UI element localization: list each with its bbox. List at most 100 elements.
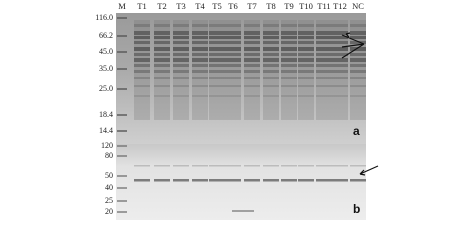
protein-band bbox=[332, 31, 348, 35]
protein-band bbox=[134, 53, 150, 56]
protein-band bbox=[332, 41, 348, 44]
lane-label: T7 bbox=[247, 1, 256, 11]
protein-band bbox=[281, 41, 297, 44]
lane-smear bbox=[281, 20, 297, 120]
protein-band bbox=[244, 53, 260, 56]
protein-band bbox=[173, 77, 189, 79]
protein-band bbox=[192, 85, 208, 87]
protein-band bbox=[134, 70, 150, 73]
gel-panel-b bbox=[116, 144, 366, 220]
protein-band bbox=[209, 77, 225, 79]
protein-band bbox=[263, 24, 279, 27]
protein-band bbox=[350, 95, 366, 97]
marker-label: 20 bbox=[105, 207, 113, 216]
protein-band bbox=[173, 24, 189, 27]
ladder-band bbox=[117, 155, 127, 157]
protein-band bbox=[316, 36, 332, 39]
protein-band bbox=[263, 41, 279, 44]
protein-band bbox=[192, 179, 208, 182]
protein-band bbox=[154, 53, 170, 56]
lane-label: T9 bbox=[284, 1, 293, 11]
ladder-band bbox=[117, 68, 127, 70]
protein-band bbox=[192, 95, 208, 97]
protein-band bbox=[209, 95, 225, 97]
lane-label: M bbox=[118, 1, 126, 11]
protein-band bbox=[154, 165, 170, 167]
protein-band bbox=[225, 85, 241, 87]
protein-band bbox=[350, 165, 366, 167]
page: {"lanes":["M","T1","T2","T3","T4","T5","… bbox=[95, 0, 379, 220]
protein-band bbox=[173, 41, 189, 44]
protein-band bbox=[173, 70, 189, 73]
lane-label: T5 bbox=[212, 1, 221, 11]
protein-band bbox=[316, 47, 332, 51]
protein-band bbox=[173, 53, 189, 56]
protein-band bbox=[225, 165, 241, 167]
marker-label: 45.0 bbox=[99, 47, 113, 56]
protein-band bbox=[316, 165, 332, 167]
ladder-band bbox=[117, 17, 127, 19]
ladder-band bbox=[117, 35, 127, 37]
protein-band bbox=[244, 58, 260, 62]
protein-band bbox=[263, 77, 279, 79]
arrow-a bbox=[341, 34, 365, 59]
protein-band bbox=[244, 77, 260, 79]
lane-labels: M T1 T2 T3 T4 T5 T6 T7 T8 T9 T10 T11 T12 NC bbox=[118, 1, 364, 11]
marker-label: 25.0 bbox=[99, 84, 113, 93]
protein-band bbox=[173, 64, 189, 67]
marker-label: 80 bbox=[105, 151, 113, 160]
protein-band bbox=[298, 36, 314, 39]
protein-band bbox=[263, 47, 279, 51]
lane-label: T11 bbox=[317, 1, 330, 11]
protein-band bbox=[332, 58, 348, 62]
protein-band bbox=[350, 53, 366, 56]
protein-band bbox=[316, 179, 332, 182]
protein-band bbox=[263, 36, 279, 39]
protein-band bbox=[332, 95, 348, 97]
protein-band bbox=[209, 64, 225, 67]
protein-band bbox=[281, 95, 297, 97]
protein-band bbox=[192, 41, 208, 44]
protein-band bbox=[298, 47, 314, 51]
protein-band bbox=[225, 64, 241, 67]
protein-band bbox=[281, 85, 297, 87]
protein-band bbox=[244, 36, 260, 39]
protein-band bbox=[134, 47, 150, 51]
protein-band bbox=[134, 77, 150, 79]
protein-band bbox=[244, 179, 260, 182]
protein-band bbox=[244, 70, 260, 73]
protein-band bbox=[332, 179, 348, 182]
protein-band bbox=[209, 53, 225, 56]
lane-label: T3 bbox=[176, 1, 185, 11]
protein-band bbox=[350, 41, 366, 44]
marker-label: 66.2 bbox=[99, 31, 113, 40]
arrows bbox=[341, 32, 379, 176]
protein-band bbox=[134, 64, 150, 67]
protein-band bbox=[173, 36, 189, 39]
protein-band bbox=[244, 31, 260, 35]
panel-label: b bbox=[353, 202, 360, 216]
protein-band bbox=[244, 85, 260, 87]
protein-band bbox=[173, 95, 189, 97]
protein-band bbox=[316, 24, 332, 27]
protein-band bbox=[134, 24, 150, 27]
protein-band bbox=[298, 24, 314, 27]
lane-label: T12 bbox=[333, 1, 347, 11]
protein-band bbox=[281, 47, 297, 51]
protein-band bbox=[192, 47, 208, 51]
protein-band bbox=[316, 85, 332, 87]
protein-band bbox=[281, 64, 297, 67]
protein-band bbox=[209, 47, 225, 51]
lane-smear bbox=[332, 20, 348, 120]
marker-label: 50 bbox=[105, 171, 113, 180]
ladder-band bbox=[117, 175, 127, 177]
protein-band bbox=[316, 53, 332, 56]
protein-band bbox=[134, 31, 150, 35]
protein-band bbox=[332, 47, 348, 51]
protein-band bbox=[316, 70, 332, 73]
protein-band bbox=[134, 41, 150, 44]
protein-band bbox=[332, 70, 348, 73]
protein-band bbox=[225, 41, 241, 44]
protein-band bbox=[154, 31, 170, 35]
protein-band bbox=[281, 70, 297, 73]
